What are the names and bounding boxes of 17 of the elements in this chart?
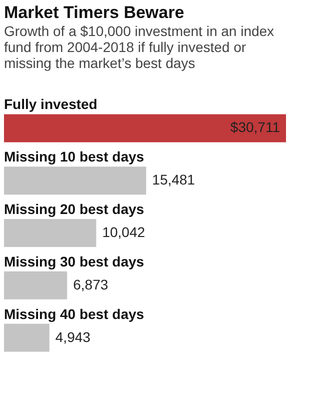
data-label: 6,873: [73, 276, 108, 292]
bar: [4, 271, 68, 300]
data-label: $30,711: [230, 119, 280, 136]
y-tick-label: Missing 10 best days: [4, 148, 144, 165]
y-tick-label: Missing 40 best days: [4, 306, 144, 322]
bar: [4, 324, 50, 352]
bar: [4, 166, 146, 195]
bar: [4, 219, 96, 247]
chart-subtitle: Growth of a $10,000 investment in an index fund from 2004-2018 if fully invested or missing the market’s best days: [4, 23, 274, 72]
data-label: 15,481: [152, 172, 196, 188]
data-label: 10,042: [102, 224, 146, 240]
chart-title: Market Timers Beware: [4, 3, 184, 22]
data-label: 4,943: [55, 328, 91, 345]
y-tick-label: Fully invested: [4, 96, 98, 112]
bar: [4, 114, 286, 142]
y-tick-label: Missing 30 best days: [4, 253, 144, 270]
y-tick-label: Missing 20 best days: [4, 201, 144, 217]
